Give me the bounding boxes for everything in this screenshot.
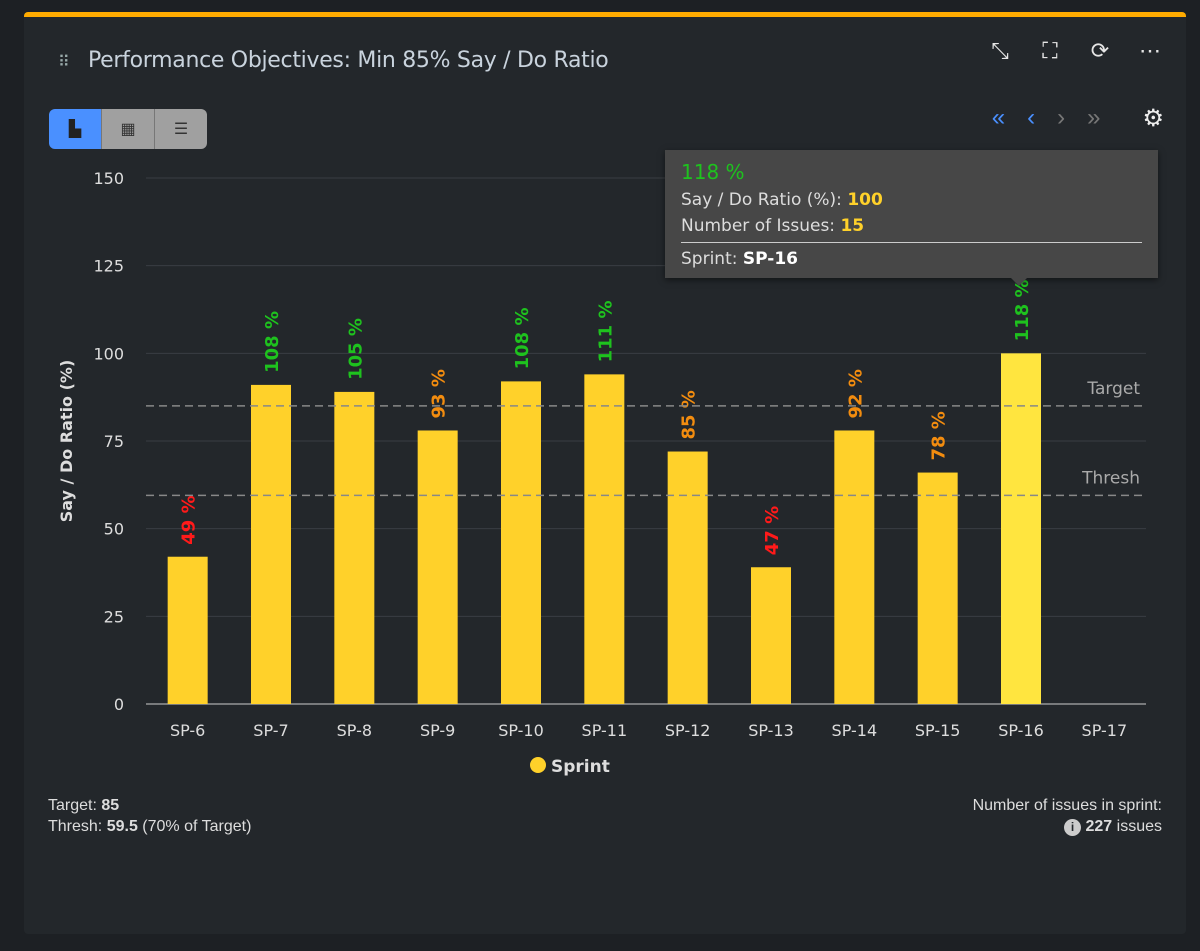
reference-label: Target bbox=[1086, 379, 1140, 399]
x-tick-label: SP-16 bbox=[998, 721, 1044, 740]
tooltip-headline: 118 % bbox=[681, 160, 745, 184]
thresh-label: Thresh: bbox=[48, 818, 103, 835]
prev-page-icon[interactable]: ‹ bbox=[1027, 104, 1036, 131]
info-icon[interactable]: i bbox=[1064, 819, 1082, 836]
reference-label: Thresh bbox=[1081, 468, 1140, 488]
data-label: 85 % bbox=[679, 390, 700, 439]
tooltip-divider bbox=[681, 242, 1142, 243]
bar bbox=[167, 556, 208, 704]
y-tick-label: 75 bbox=[104, 432, 124, 451]
tooltip-issues-label: Number of Issues: bbox=[681, 216, 836, 236]
data-label: 111 % bbox=[595, 300, 616, 362]
data-label: 93 % bbox=[429, 369, 450, 418]
x-tick-label: SP-9 bbox=[420, 721, 455, 740]
table-view-button[interactable]: ▦ bbox=[101, 109, 154, 149]
y-tick-label: 0 bbox=[114, 695, 124, 714]
more-icon[interactable]: ⋯ bbox=[1139, 38, 1161, 63]
target-value: 85 bbox=[101, 797, 120, 814]
tooltip-sprint-value: SP-16 bbox=[742, 249, 798, 269]
x-tick-label: SP-10 bbox=[498, 721, 544, 740]
x-tick-label: SP-12 bbox=[665, 721, 711, 740]
data-label: 47 % bbox=[762, 506, 783, 555]
y-tick-label: 150 bbox=[93, 169, 124, 188]
bar bbox=[334, 391, 375, 704]
data-label: 78 % bbox=[929, 411, 950, 460]
data-label: 92 % bbox=[845, 369, 866, 418]
x-tick-label: SP-13 bbox=[748, 721, 794, 740]
header-actions: ⤡ ⛶ ⟳ ⋯ bbox=[986, 38, 1164, 64]
data-label: 108 % bbox=[512, 308, 533, 370]
x-tick-label: SP-15 bbox=[915, 721, 961, 740]
last-page-icon[interactable]: » bbox=[1087, 104, 1101, 131]
y-tick-label: 125 bbox=[93, 257, 124, 276]
bar bbox=[417, 430, 458, 704]
drag-handle-icon[interactable]: ⠿ bbox=[58, 54, 70, 71]
thresh-value: 59.5 bbox=[106, 818, 138, 835]
settings-icon[interactable]: ⚙ bbox=[1142, 105, 1164, 132]
list-view-button[interactable]: ☰ bbox=[154, 109, 207, 149]
tooltip-issues-value: 15 bbox=[840, 216, 865, 236]
pagination: « ‹ › » ⚙ bbox=[992, 104, 1164, 133]
bar bbox=[917, 472, 958, 704]
x-tick-label: SP-11 bbox=[582, 721, 628, 740]
tooltip-sprint-label: Sprint: bbox=[681, 249, 738, 269]
footer-thresholds: Target: 85 Thresh: 59.5 (70% of Target) bbox=[48, 795, 251, 837]
legend-marker bbox=[530, 757, 546, 773]
tooltip-ratio-label: Say / Do Ratio (%): bbox=[681, 190, 842, 210]
x-tick-label: SP-7 bbox=[253, 721, 288, 740]
bar bbox=[751, 567, 791, 704]
first-page-icon[interactable]: « bbox=[991, 104, 1006, 131]
y-tick-label: 50 bbox=[104, 520, 124, 539]
y-tick-label: 25 bbox=[104, 607, 124, 626]
issues-unit: issues bbox=[1116, 818, 1162, 835]
issues-count: 227 bbox=[1085, 818, 1113, 835]
collapse-icon[interactable]: ⤡ bbox=[991, 38, 1009, 63]
y-axis-label: Say / Do Ratio (%) bbox=[57, 360, 76, 523]
tooltip-ratio-value: 100 bbox=[847, 190, 883, 210]
bar bbox=[251, 384, 291, 704]
bar-chart: 0 25 50 75 100 125 150 Say / Do Ratio (%) SP-6 49… bbox=[57, 169, 1146, 777]
tooltip: 118 % Say / Do Ratio (%): 100 Number of … bbox=[665, 150, 1158, 286]
thresh-note: (70% of Target) bbox=[142, 818, 252, 835]
list-icon: ☰ bbox=[173, 121, 189, 138]
fullscreen-icon[interactable]: ⛶ bbox=[1042, 38, 1058, 63]
legend-label: Sprint bbox=[551, 757, 610, 777]
bar bbox=[834, 430, 875, 704]
data-label: 49 % bbox=[179, 495, 200, 544]
x-tick-label: SP-6 bbox=[170, 721, 205, 740]
view-toggle: ▙ ▦ ☰ bbox=[49, 109, 207, 149]
chart-view-button[interactable]: ▙ bbox=[49, 109, 101, 149]
card-title: Performance Objectives: Min 85% Say / Do… bbox=[88, 48, 609, 73]
refresh-icon[interactable]: ⟳ bbox=[1090, 38, 1110, 63]
next-page-icon[interactable]: › bbox=[1057, 104, 1066, 131]
x-tick-label: SP-17 bbox=[1082, 721, 1128, 740]
target-label: Target: bbox=[48, 797, 97, 814]
issues-heading: Number of issues in sprint: bbox=[972, 797, 1162, 814]
x-tick-label: SP-8 bbox=[337, 721, 372, 740]
bar bbox=[584, 374, 625, 704]
data-label: 118 % bbox=[1012, 279, 1033, 341]
chart-icon: ▙ bbox=[68, 121, 82, 138]
x-tick-label: SP-14 bbox=[832, 721, 878, 740]
bar bbox=[501, 381, 541, 704]
data-label: 105 % bbox=[345, 318, 366, 380]
bar bbox=[1001, 353, 1041, 704]
grid-icon: ▦ bbox=[120, 121, 136, 138]
y-tick-label: 100 bbox=[93, 344, 124, 363]
data-label: 108 % bbox=[262, 311, 283, 373]
footer-issues: Number of issues in sprint: i 227 issues bbox=[973, 795, 1162, 837]
bar bbox=[667, 451, 708, 704]
